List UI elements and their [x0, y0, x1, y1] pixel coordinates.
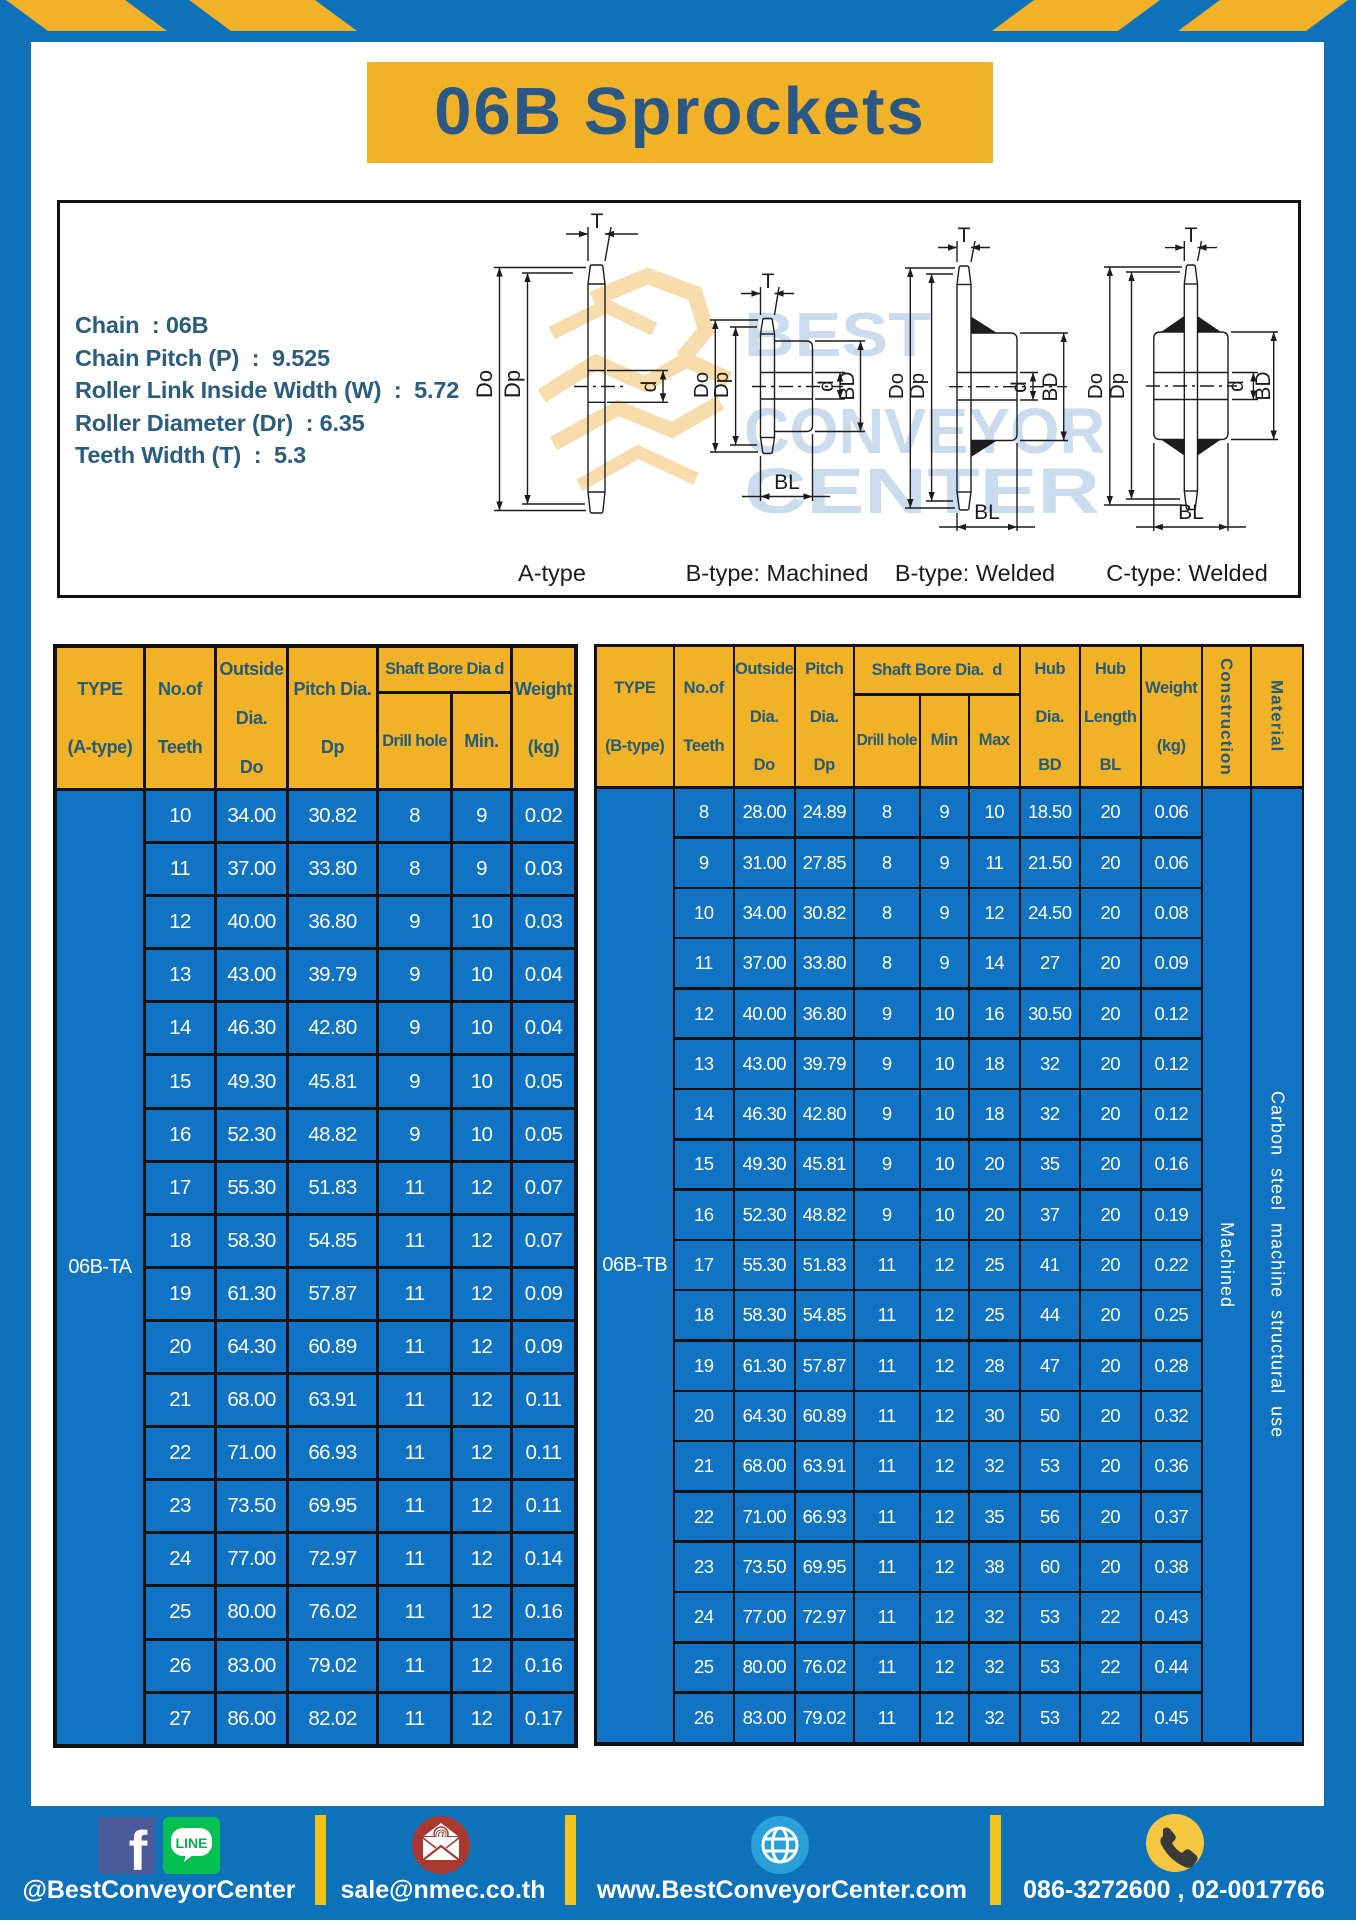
svg-text:BL: BL	[1178, 501, 1204, 524]
svg-text:Dp: Dp	[710, 372, 733, 398]
svg-text:BL: BL	[974, 501, 1000, 524]
svg-text:f: f	[129, 1819, 148, 1882]
svg-text:Do: Do	[885, 373, 908, 399]
svg-text:T: T	[1185, 224, 1198, 247]
svg-text:Dp: Dp	[1106, 373, 1129, 399]
svg-text:BEST: BEST	[744, 301, 931, 370]
svg-text:d: d	[815, 380, 838, 392]
svg-text:C-type: Welded: C-type: Welded	[1106, 560, 1268, 586]
svg-text:BD: BD	[1039, 372, 1062, 401]
svg-text:B-type: Welded: B-type: Welded	[895, 560, 1055, 586]
svg-text:CENTER: CENTER	[744, 455, 1100, 527]
svg-text:BL: BL	[774, 471, 800, 494]
svg-text:Do: Do	[1084, 373, 1107, 399]
svg-text:Dp: Dp	[500, 370, 525, 398]
svg-text:Dp: Dp	[906, 373, 929, 399]
svg-text:d: d	[1008, 381, 1031, 393]
svg-text:d: d	[1225, 380, 1248, 392]
svg-text:B-type: Machined: B-type: Machined	[686, 560, 869, 586]
svg-text:Do: Do	[472, 370, 497, 398]
svg-text:T: T	[591, 210, 604, 233]
svg-text:A-type: A-type	[518, 560, 586, 586]
svg-text:BD: BD	[1252, 371, 1275, 400]
svg-text:Do: Do	[690, 372, 713, 398]
svg-text:LINE: LINE	[176, 1835, 208, 1851]
svg-text:T: T	[762, 270, 775, 293]
svg-text:T: T	[958, 224, 971, 247]
svg-text:d: d	[638, 381, 661, 393]
svg-text:BD: BD	[836, 371, 859, 400]
